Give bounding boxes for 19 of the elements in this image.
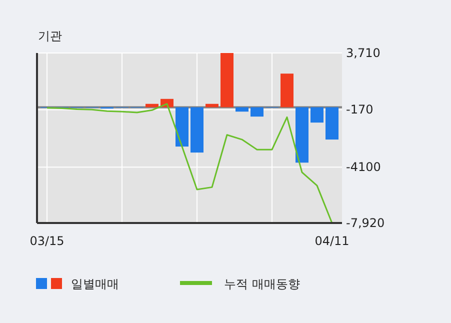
bar (310, 107, 324, 123)
x-tick-label: 03/15 (30, 234, 64, 248)
legend-label: 일별매매 (71, 277, 119, 291)
bar (236, 107, 248, 112)
bar (176, 107, 188, 147)
x-tick-label: 04/11 (314, 234, 350, 248)
bar (250, 107, 264, 117)
bar (326, 107, 338, 140)
bar (220, 53, 234, 108)
y-tick-label: 3,710 (346, 46, 380, 60)
bar (280, 74, 294, 108)
y-tick-label: -170 (346, 102, 374, 117)
bar (296, 107, 308, 163)
bar (190, 107, 204, 153)
legend-label: 누적 매매동향 (224, 277, 300, 291)
line-series (46, 103, 333, 224)
chart-title: 기관 (38, 29, 62, 43)
y-tick-label: -4100 (346, 160, 381, 174)
y-tick-label: -7,920 (346, 216, 385, 230)
